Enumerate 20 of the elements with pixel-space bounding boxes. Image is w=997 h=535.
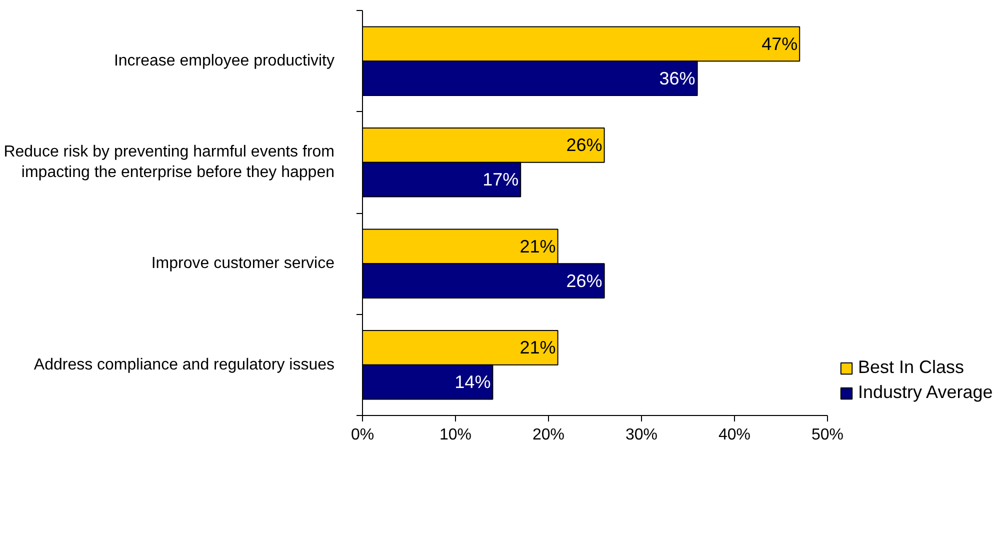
y-tick-label: Increase employee productivity	[114, 52, 335, 70]
data-label: 21%	[520, 236, 556, 256]
data-label: 17%	[482, 170, 519, 190]
data-label: 21%	[520, 338, 556, 358]
x-tick-label: 0%	[350, 426, 374, 444]
data-label: 26%	[566, 135, 602, 156]
x-tick-label: 40%	[718, 426, 751, 444]
data-label: 36%	[659, 68, 696, 88]
legend-label: Industry Average	[858, 382, 993, 403]
y-tick-label: Improve customer service	[151, 255, 335, 272]
data-label: 14%	[454, 372, 491, 392]
x-tick-label: 30%	[625, 426, 658, 444]
legend-label: Best In Class	[858, 357, 964, 378]
data-label: 47%	[762, 34, 798, 54]
y-tick-label: Address compliance and regulatory issues	[34, 356, 335, 374]
x-tick-label: 20%	[532, 426, 565, 444]
data-label: 26%	[566, 270, 602, 291]
x-tick-label: 50%	[811, 426, 844, 444]
y-tick-label: Reduce risk by preventing harmful events from impacting the enterprise before they happen	[4, 144, 334, 182]
x-tick-label: 10%	[439, 426, 472, 444]
